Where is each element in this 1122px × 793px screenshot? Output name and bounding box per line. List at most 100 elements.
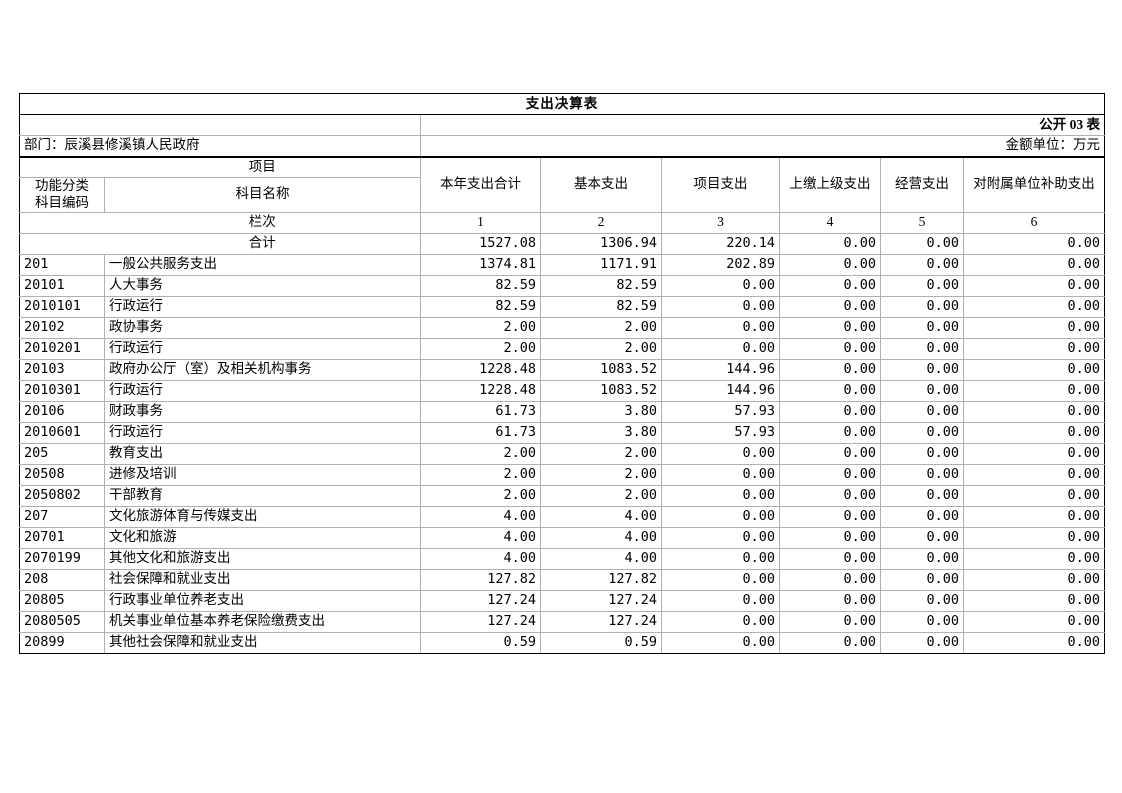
cell-value-1: 61.73	[420, 421, 541, 444]
title-row: 支出决算表	[19, 93, 1105, 115]
cell-value-1: 2.00	[420, 463, 541, 486]
cell-code: 20701	[19, 526, 105, 549]
col-header-project: 项目支出	[661, 156, 780, 213]
cell-value-5: 0.00	[880, 631, 964, 654]
cell-value-1: 4.00	[420, 547, 541, 570]
cell-value-4: 0.00	[779, 442, 881, 465]
table-row: 2010601 行政运行 61.73 3.80 57.93 0.00 0.00 0.00	[19, 421, 1105, 444]
cell-value-6: 0.00	[963, 484, 1105, 507]
table-row: 20101 人大事务 82.59 82.59 0.00 0.00 0.00 0.00	[19, 274, 1105, 297]
cell-value-4: 0.00	[779, 484, 881, 507]
cell-value-5: 0.00	[880, 253, 964, 276]
cell-value-4: 0.00	[779, 400, 881, 423]
table-body: 支出决算表 公开 03 表 部门：辰溪县修溪镇人民政府 金额单位：万元 项目 本…	[19, 93, 1105, 654]
cell-name: 财政事务	[104, 400, 421, 423]
cell-value-3: 0.00	[661, 526, 780, 549]
cell-code: 20508	[19, 463, 105, 486]
cell-value-5: 0.00	[880, 526, 964, 549]
cell-value-3: 0.00	[661, 610, 780, 633]
table-row: 20899 其他社会保障和就业支出 0.59 0.59 0.00 0.00 0.00 0.00	[19, 631, 1105, 654]
cell-value-5: 0.00	[880, 358, 964, 381]
cell-value-1: 1228.48	[420, 358, 541, 381]
grand-total-left-spacer	[19, 232, 105, 255]
cell-value-4: 0.00	[779, 589, 881, 612]
cell-value-3: 0.00	[661, 337, 780, 360]
table-row: 2010301 行政运行 1228.48 1083.52 144.96 0.00 0.00 0…	[19, 379, 1105, 402]
cell-value-1: 4.00	[420, 505, 541, 528]
col-header-basic: 基本支出	[540, 156, 662, 213]
cell-name: 行政运行	[104, 295, 421, 318]
col-header-total: 本年支出合计	[420, 156, 541, 213]
cell-value-6: 0.00	[963, 337, 1105, 360]
column-index-5: 5	[880, 211, 964, 234]
cell-value-4: 0.00	[779, 568, 881, 591]
cell-value-2: 2.00	[540, 337, 662, 360]
cell-value-3: 0.00	[661, 505, 780, 528]
cell-value-3: 0.00	[661, 631, 780, 654]
cell-value-5: 0.00	[880, 316, 964, 339]
column-index-row: 栏次 1 2 3 4 5 6	[19, 211, 1105, 234]
cell-code: 20103	[19, 358, 105, 381]
cell-value-5: 0.00	[880, 274, 964, 297]
col-header-code-line2: 科目编码	[35, 194, 89, 210]
cell-value-6: 0.00	[963, 631, 1105, 654]
grand-total-value-1: 1527.08	[420, 232, 541, 255]
cell-value-4: 0.00	[779, 421, 881, 444]
group-header-left-spacer	[19, 156, 105, 178]
cell-value-6: 0.00	[963, 610, 1105, 633]
grand-total-value-5: 0.00	[880, 232, 964, 255]
cell-value-4: 0.00	[779, 631, 881, 654]
amount-unit-label: 金额单位：万元	[420, 135, 1105, 158]
table-row: 208 社会保障和就业支出 127.82 127.82 0.00 0.00 0.00 0.00	[19, 568, 1105, 591]
column-index-left-spacer	[19, 211, 105, 234]
cell-value-2: 0.59	[540, 631, 662, 654]
cell-code: 20899	[19, 631, 105, 654]
cell-code: 2070199	[19, 547, 105, 570]
page-title: 支出决算表	[19, 93, 1105, 115]
cell-value-2: 3.80	[540, 421, 662, 444]
cell-name: 政府办公厅（室）及相关机构事务	[104, 358, 421, 381]
cell-value-6: 0.00	[963, 295, 1105, 318]
cell-value-6: 0.00	[963, 589, 1105, 612]
cell-value-5: 0.00	[880, 379, 964, 402]
table-row: 205 教育支出 2.00 2.00 0.00 0.00 0.00 0.00	[19, 442, 1105, 465]
cell-value-2: 127.24	[540, 589, 662, 612]
cell-value-1: 1374.81	[420, 253, 541, 276]
cell-value-4: 0.00	[779, 316, 881, 339]
cell-value-4: 0.00	[779, 295, 881, 318]
cell-value-1: 127.82	[420, 568, 541, 591]
grand-total-value-4: 0.00	[779, 232, 881, 255]
cell-value-6: 0.00	[963, 358, 1105, 381]
form-number-row: 公开 03 表	[19, 114, 1105, 136]
cell-value-3: 0.00	[661, 547, 780, 570]
group-header-row: 项目 本年支出合计 基本支出 项目支出 上缴上级支出 经营支出 对附属单位补助支…	[19, 156, 1105, 213]
cell-code: 205	[19, 442, 105, 465]
cell-value-5: 0.00	[880, 484, 964, 507]
table-row: 201 一般公共服务支出 1374.81 1171.91 202.89 0.00 0.00 0…	[19, 253, 1105, 276]
cell-name: 机关事业单位基本养老保险缴费支出	[104, 610, 421, 633]
cell-value-2: 2.00	[540, 442, 662, 465]
cell-value-5: 0.00	[880, 463, 964, 486]
table-row: 2080505 机关事业单位基本养老保险缴费支出 127.24 127.24 0.00 0…	[19, 610, 1105, 633]
grand-total-row: 合计 1527.08 1306.94 220.14 0.00 0.00 0.00	[19, 232, 1105, 255]
cell-value-6: 0.00	[963, 568, 1105, 591]
cell-value-1: 1228.48	[420, 379, 541, 402]
grand-total-value-6: 0.00	[963, 232, 1105, 255]
column-index-4: 4	[779, 211, 881, 234]
cell-value-3: 0.00	[661, 274, 780, 297]
column-index-3: 3	[661, 211, 780, 234]
col-header-operating: 经营支出	[880, 156, 964, 213]
cell-value-1: 2.00	[420, 442, 541, 465]
cell-value-5: 0.00	[880, 421, 964, 444]
table-row: 2050802 干部教育 2.00 2.00 0.00 0.00 0.00 0.00	[19, 484, 1105, 507]
department-unit-row: 部门：辰溪县修溪镇人民政府 金额单位：万元	[19, 135, 1105, 158]
cell-value-1: 127.24	[420, 589, 541, 612]
cell-value-2: 1171.91	[540, 253, 662, 276]
cell-value-5: 0.00	[880, 337, 964, 360]
table-row: 2070199 其他文化和旅游支出 4.00 4.00 0.00 0.00 0.00 0.00	[19, 547, 1105, 570]
cell-value-6: 0.00	[963, 253, 1105, 276]
cell-name: 政协事务	[104, 316, 421, 339]
cell-code: 20101	[19, 274, 105, 297]
cell-value-6: 0.00	[963, 316, 1105, 339]
